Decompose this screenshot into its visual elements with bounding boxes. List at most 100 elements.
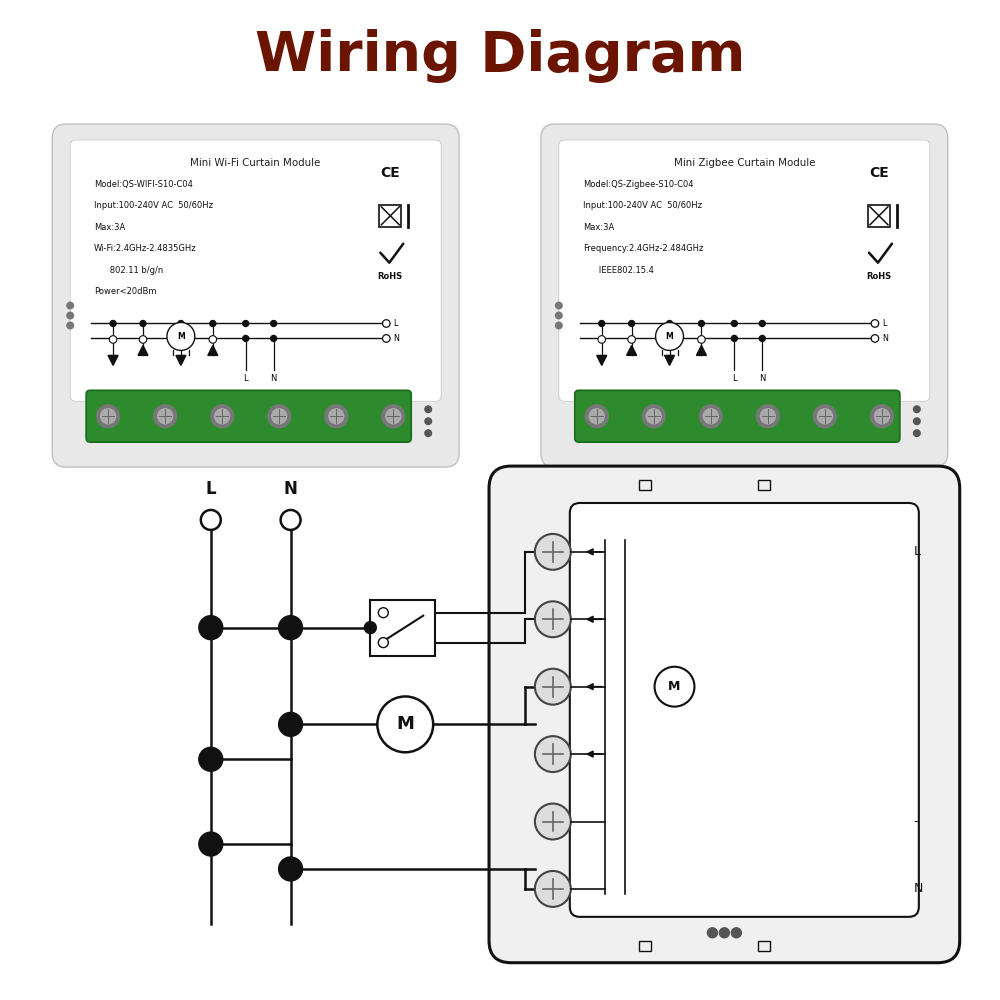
Circle shape (556, 312, 562, 319)
Text: Mini Zigbee Curtain Module: Mini Zigbee Curtain Module (674, 158, 815, 168)
Circle shape (382, 405, 405, 428)
Text: Input:100-240V AC  50/60Hz: Input:100-240V AC 50/60Hz (583, 201, 702, 210)
Circle shape (201, 510, 221, 530)
Circle shape (199, 832, 223, 856)
Text: N: N (882, 334, 888, 343)
Bar (379, 205, 401, 227)
Circle shape (425, 406, 431, 413)
Text: L: L (205, 480, 216, 498)
Circle shape (667, 335, 673, 341)
Bar (639, 941, 651, 951)
Polygon shape (665, 355, 675, 365)
FancyBboxPatch shape (489, 466, 960, 963)
Circle shape (325, 405, 348, 428)
Circle shape (914, 430, 920, 436)
Text: -: - (914, 815, 918, 828)
Circle shape (281, 510, 301, 530)
Circle shape (243, 320, 249, 326)
Circle shape (279, 712, 303, 736)
Circle shape (67, 322, 73, 329)
Circle shape (279, 616, 303, 640)
Circle shape (585, 405, 608, 428)
Text: CE: CE (380, 166, 400, 180)
Polygon shape (208, 345, 218, 355)
Circle shape (386, 409, 401, 424)
Circle shape (535, 534, 571, 570)
Circle shape (813, 405, 836, 428)
Text: RoHS: RoHS (866, 272, 892, 281)
Circle shape (871, 320, 879, 327)
Text: Max:3A: Max:3A (583, 223, 614, 232)
Circle shape (425, 418, 431, 425)
Circle shape (271, 335, 277, 341)
Text: L: L (243, 374, 248, 383)
Circle shape (666, 336, 673, 343)
Text: M: M (666, 332, 673, 341)
Circle shape (268, 405, 291, 428)
Text: N: N (270, 374, 277, 383)
Circle shape (383, 335, 390, 342)
Bar (758, 480, 770, 490)
Text: Power<20dBm: Power<20dBm (94, 287, 157, 296)
FancyBboxPatch shape (575, 390, 900, 442)
Circle shape (377, 696, 433, 752)
Circle shape (817, 409, 832, 424)
Circle shape (154, 405, 177, 428)
Circle shape (139, 336, 147, 343)
Circle shape (215, 409, 230, 424)
Text: L: L (393, 319, 398, 328)
FancyBboxPatch shape (70, 140, 441, 401)
Circle shape (535, 804, 571, 839)
Circle shape (598, 336, 606, 343)
Circle shape (731, 928, 741, 938)
Circle shape (756, 405, 779, 428)
Circle shape (870, 405, 893, 428)
Circle shape (140, 320, 146, 326)
FancyBboxPatch shape (76, 306, 435, 395)
Circle shape (109, 336, 117, 343)
Circle shape (199, 747, 223, 771)
Text: Frequency:2.4GHz-2.484GHz: Frequency:2.4GHz-2.484GHz (583, 244, 703, 253)
Circle shape (698, 336, 705, 343)
Text: L: L (914, 545, 921, 558)
Circle shape (272, 409, 287, 424)
Text: N: N (284, 480, 298, 498)
Text: 802.11 b/g/n: 802.11 b/g/n (94, 266, 163, 275)
Circle shape (655, 667, 694, 707)
Circle shape (667, 320, 673, 326)
Circle shape (97, 405, 120, 428)
Circle shape (642, 405, 665, 428)
Text: IEEE802.15.4: IEEE802.15.4 (583, 266, 654, 275)
Bar (370, 600, 435, 656)
Circle shape (535, 871, 571, 907)
Bar (758, 941, 770, 951)
Circle shape (167, 322, 195, 350)
Circle shape (759, 335, 765, 341)
Bar (639, 480, 651, 490)
Text: M: M (396, 715, 414, 733)
Text: N: N (393, 334, 399, 343)
Text: L: L (732, 374, 737, 383)
Circle shape (378, 608, 388, 618)
Circle shape (425, 430, 431, 436)
Circle shape (279, 857, 303, 881)
Text: M: M (668, 680, 681, 693)
Circle shape (556, 302, 562, 309)
Circle shape (656, 322, 683, 350)
Text: Model:QS-WIFI-S10-C04: Model:QS-WIFI-S10-C04 (94, 180, 193, 189)
Bar (868, 205, 890, 227)
Circle shape (731, 335, 737, 341)
Text: RoHS: RoHS (378, 272, 403, 281)
Circle shape (364, 622, 376, 634)
Circle shape (703, 409, 718, 424)
Circle shape (67, 302, 73, 309)
Circle shape (211, 405, 234, 428)
Circle shape (271, 320, 277, 326)
Circle shape (759, 320, 765, 326)
FancyBboxPatch shape (86, 390, 411, 442)
Circle shape (731, 320, 737, 326)
Circle shape (628, 336, 635, 343)
Circle shape (589, 409, 604, 424)
Circle shape (599, 320, 605, 326)
Circle shape (383, 320, 390, 327)
